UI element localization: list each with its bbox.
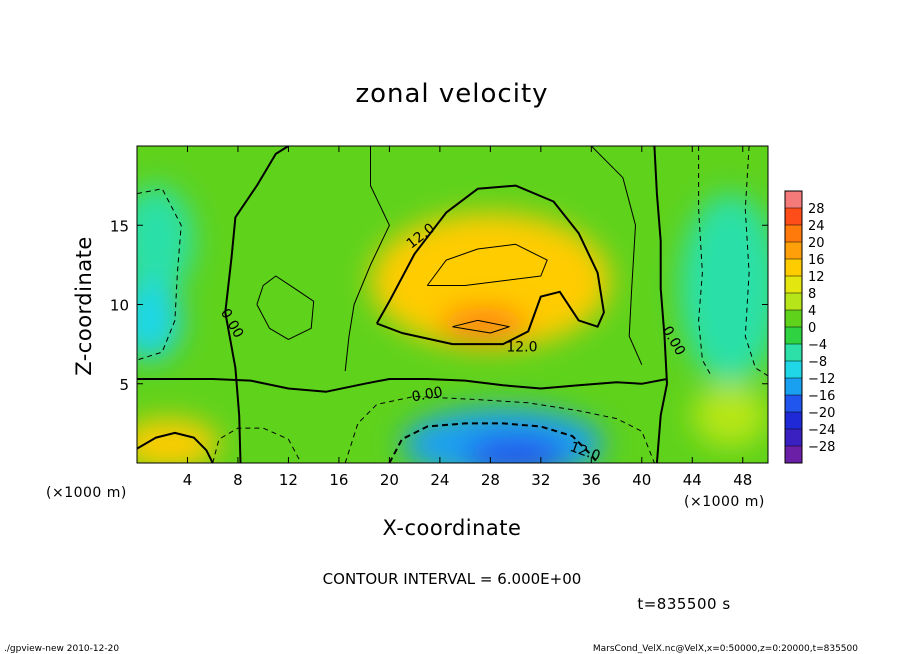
contour-line <box>212 427 302 463</box>
contour-line <box>426 243 548 286</box>
contour-line <box>344 395 655 463</box>
y-axis: 5 10 15 <box>110 217 768 394</box>
contour-lines <box>137 146 768 463</box>
footer-left: ./gpview-new 2010-12-20 <box>4 644 119 654</box>
x-tick-label: 8 <box>233 471 243 489</box>
colorbar-label: 0 <box>808 321 816 336</box>
colorbar-label: −20 <box>808 406 835 421</box>
x-tick-label: 44 <box>683 471 702 489</box>
x-tick-label: 24 <box>430 471 449 489</box>
colorbar-swatch <box>785 276 802 294</box>
colorbar-swatch <box>785 259 802 277</box>
field-blob <box>137 185 194 297</box>
y-tick-label: 5 <box>119 376 129 394</box>
x-axis: 4 8 12 16 20 24 28 32 36 40 44 48 <box>183 146 752 489</box>
contour-line <box>137 378 668 393</box>
colorbar-label: 8 <box>808 287 816 302</box>
y-axis-label: Z-coordinate <box>72 236 96 376</box>
contour-line <box>137 431 214 463</box>
colorbar-swatch <box>785 225 802 243</box>
colorbar-label: 12 <box>808 270 825 285</box>
x-tick-label: 28 <box>481 471 500 489</box>
x-tick-label: 36 <box>582 471 601 489</box>
x-tick-label: 4 <box>183 471 193 489</box>
colorbar-swatch <box>785 344 802 362</box>
y-tick-label: 10 <box>110 297 129 315</box>
field-blob <box>692 383 768 448</box>
y-tick-label: 15 <box>110 217 129 235</box>
colorbar-label: 4 <box>808 304 816 319</box>
contour-line <box>224 146 289 463</box>
colorbar-swatch <box>785 293 802 311</box>
contour-line <box>375 184 605 346</box>
field-blob <box>137 280 182 360</box>
colorbar-swatch <box>785 395 802 413</box>
contour-line <box>256 275 315 340</box>
colorbar-label: −8 <box>808 355 827 370</box>
field-blob <box>679 193 768 384</box>
colorbar-label: 16 <box>808 253 825 268</box>
contour-line <box>344 146 390 372</box>
x-tick-label: 20 <box>380 471 399 489</box>
contour-line <box>388 422 599 463</box>
contour-line <box>698 146 712 377</box>
contour-interval-text: CONTOUR INTERVAL = 6.000E+00 <box>323 570 582 588</box>
footer-right: MarsCond_VelX.nc@VelX,x=0:50000,z=0:2000… <box>593 644 858 654</box>
field-blob <box>137 418 220 463</box>
field-blob <box>370 212 611 349</box>
colorbar-swatch <box>785 327 802 345</box>
colorbar-label: −4 <box>808 338 827 353</box>
x-tick-label: 16 <box>329 471 348 489</box>
colorbar-swatch <box>785 310 802 328</box>
colorbar: 28 24 20 16 12 8 4 0 −4 −8 −12 −16 −20 −24 −28 <box>784 190 835 464</box>
contour-line <box>452 319 510 334</box>
contour-line <box>653 146 668 463</box>
x-unit-left: (×1000 m) <box>46 485 127 501</box>
contour-label: 0.00 <box>411 384 444 405</box>
field-blob <box>439 307 529 340</box>
x-axis-label: X-coordinate <box>383 516 522 540</box>
contour-line <box>744 146 768 377</box>
field-blobs <box>137 185 768 463</box>
contour-label: 12.0 <box>506 339 537 355</box>
field-blob <box>465 436 567 463</box>
x-tick-label: 40 <box>632 471 651 489</box>
time-text: t=835500 s <box>637 595 730 613</box>
colorbar-label: 24 <box>808 219 825 234</box>
colorbar-swatch <box>785 446 802 464</box>
colorbar-swatch <box>785 242 802 260</box>
colorbar-swatch <box>785 412 802 430</box>
colorbar-label: 28 <box>808 202 825 217</box>
colorbar-label: 20 <box>808 236 825 251</box>
x-tick-label: 32 <box>531 471 550 489</box>
x-tick-label: 48 <box>733 471 752 489</box>
chart-title: zonal velocity <box>355 79 548 109</box>
colorbar-label: −28 <box>808 440 835 455</box>
x-tick-label: 12 <box>279 471 298 489</box>
colorbar-swatch <box>785 361 802 379</box>
colorbar-swatch <box>785 378 802 396</box>
colorbar-label: −24 <box>808 423 835 438</box>
colorbar-swatch <box>785 191 802 209</box>
colorbar-label: −12 <box>808 372 835 387</box>
contour-line <box>590 146 643 365</box>
colorbar-swatch <box>785 208 802 226</box>
x-unit-right: (×1000 m) <box>684 494 765 510</box>
colorbar-swatch <box>785 429 802 447</box>
colorbar-label: −16 <box>808 389 835 404</box>
